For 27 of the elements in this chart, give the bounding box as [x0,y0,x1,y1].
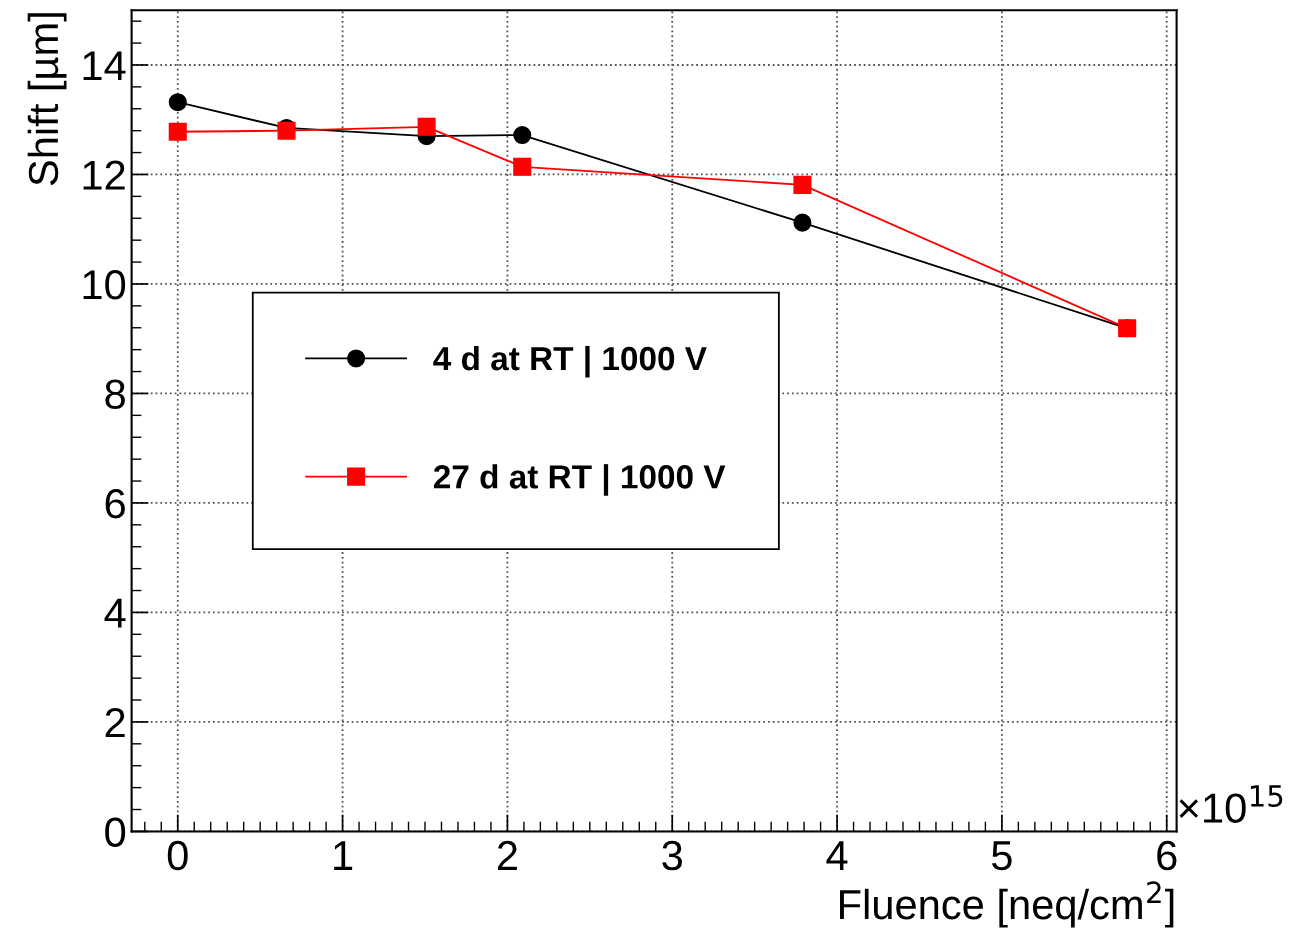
x-tick-label: 0 [167,840,188,871]
x-tick-label: 4 [826,841,848,870]
point [793,213,812,232]
y-tick-label: 2 [105,707,125,738]
x-tick-label: 6 [1157,840,1177,871]
legend-label: 4 d at RT | 1000 V [433,345,707,378]
y-tick-label: 0 [105,817,126,847]
point [168,122,187,141]
legend-label: 27 d at RT | 1000 V [433,464,726,496]
y-tick-label: 8 [105,379,125,409]
x-axis-title: Fluence [neq/cm$^{2}$] [840,881,1174,928]
y-axis-title: Shift [µm] [27,13,67,186]
y-tick-label: 10 [83,269,126,300]
point [513,157,532,176]
y-tick-label: 4 [104,598,126,628]
x-tick-label: 1 [334,841,353,870]
x-tick-label: 5 [991,841,1012,871]
x-tick-label: 2 [497,840,517,870]
y-tick-label: 6 [105,488,125,519]
point [168,93,187,112]
point [417,117,436,136]
x-tick-label: 3 [662,840,682,871]
y-tick-label: 12 [83,160,125,190]
point [793,175,812,194]
text: ×10$^{15}$ [1179,785,1283,823]
y-tick-label: 14 [83,51,126,81]
point [513,126,532,145]
